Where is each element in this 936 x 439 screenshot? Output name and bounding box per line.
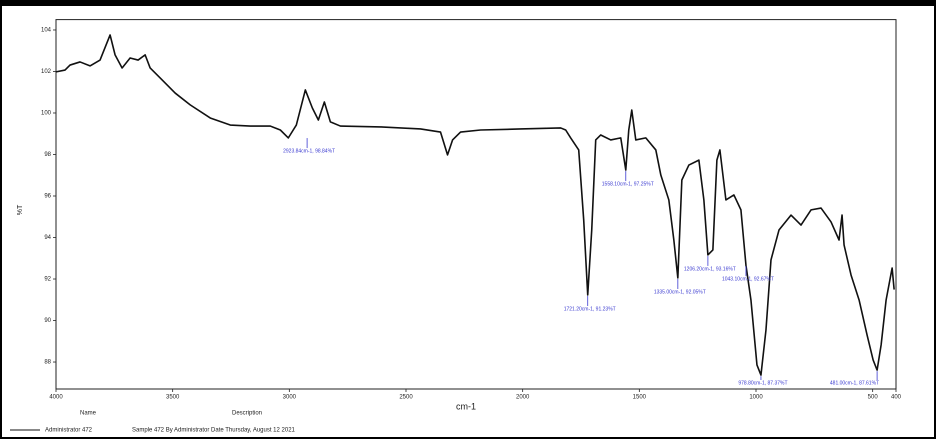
y-tick-label: 100 [41,111,52,117]
footer-entry-name: Administrator 472 [45,428,93,434]
y-tick-label: 92 [44,277,51,283]
y-tick-label: 88 [44,360,51,366]
peak-label: 1721.20cm-1, 91.23%T [564,306,616,312]
x-tick-label: 3500 [166,395,180,401]
y-tick-label: 102 [41,69,52,75]
x-axis-label: cm-1 [456,401,476,411]
y-tick-label: 90 [44,318,51,324]
peak-label: 978.80cm-1, 87.37%T [738,380,787,386]
y-tick-label: 98 [44,152,51,158]
x-tick-label: 4000 [49,395,63,401]
y-tick-label: 94 [44,235,51,241]
peak-label: 1043.10cm-1, 92.67%T [722,276,774,282]
x-tick-label: 3000 [283,395,297,401]
peak-label: 1206.20cm-1, 93.16%T [684,266,736,272]
footer-name-header: Name [80,411,97,417]
spectrum-line [55,34,895,376]
x-tick-label: 2500 [399,395,413,401]
y-axis-label: %T [17,204,24,215]
frame-top [0,0,936,6]
peak-label: 481.00cm-1, 87.61%T [830,380,879,386]
x-tick-label: 1000 [749,395,763,401]
x-tick-label: 1500 [633,395,647,401]
peak-label: 1558.10cm-1, 97.25%T [602,181,654,187]
x-tick-label: 500 [868,395,879,401]
footer-entry-description: Sample 472 By Administrator Date Thursda… [132,428,296,434]
plot-area [55,19,897,390]
y-tick-label: 96 [44,194,51,200]
footer-description-header: Description [232,411,262,417]
x-tick-label: 400 [891,395,902,401]
x-tick-label: 2000 [516,395,530,401]
peak-label: 2923.84cm-1, 98.84%T [283,148,335,154]
y-tick-label: 104 [41,28,52,34]
peak-label: 1335.00cm-1, 92.05%T [654,289,706,295]
